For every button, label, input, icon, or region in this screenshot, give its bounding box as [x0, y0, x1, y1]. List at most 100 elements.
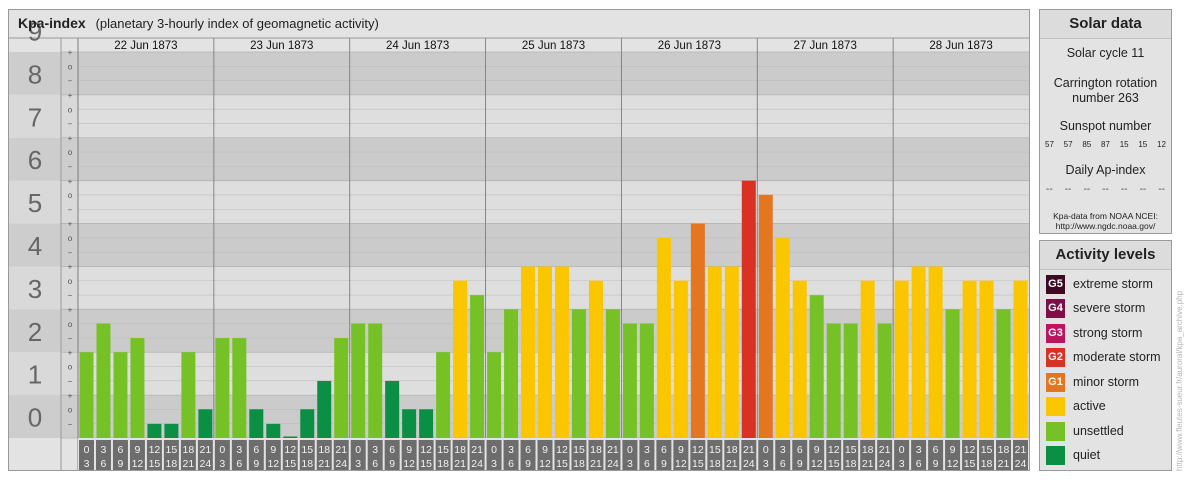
interval-cell: [843, 440, 859, 470]
interval-start-label: 21: [879, 444, 891, 456]
interval-cell: [605, 440, 621, 470]
kp-bar: [351, 323, 366, 438]
y-subtick-label: −: [68, 377, 73, 386]
level-label: extreme storm: [1073, 277, 1153, 291]
ap-value: --: [1046, 184, 1053, 195]
sunspot-value: 12: [1157, 140, 1166, 149]
interval-start-label: 15: [301, 444, 313, 456]
sunspot-values: 57 57 85 87 15 15 12: [1040, 140, 1171, 149]
level-item-active: active: [1046, 396, 1106, 416]
kp-bar: [385, 380, 400, 438]
carrington-line2: number 263: [1072, 91, 1139, 105]
interval-cell: [146, 440, 162, 470]
kp-bar: [996, 309, 1011, 438]
y-band-label-area: [9, 137, 78, 181]
interval-start-label: 21: [335, 444, 347, 456]
interval-cell: [214, 440, 230, 470]
activity-levels-panel: Activity levels G5 extreme storm G4 seve…: [1039, 240, 1172, 471]
date-header-strip: [78, 38, 1029, 52]
interval-start-label: 9: [678, 444, 684, 456]
kp-bar: [79, 352, 94, 438]
interval-start-label: 18: [318, 444, 330, 456]
interval-start-label: 12: [556, 444, 568, 456]
interval-end-label: 6: [644, 458, 650, 470]
kp-bar: [911, 266, 926, 438]
y-subtick-label: o: [68, 320, 73, 329]
level-label: moderate storm: [1073, 350, 1161, 364]
interval-end-label: 18: [166, 458, 178, 470]
kp-bar: [792, 280, 807, 438]
sunspot-value: 15: [1119, 140, 1129, 149]
y-band-label-area: [9, 52, 78, 95]
kp-bar: [775, 237, 790, 438]
interval-end-label: 6: [508, 458, 514, 470]
interval-start-label: 6: [118, 444, 124, 456]
level-swatch: G4: [1046, 298, 1065, 318]
level-item-moderate-storm: G2 moderate storm: [1046, 347, 1161, 367]
y-subtick-label: o: [68, 234, 73, 243]
level-swatch: G2: [1046, 347, 1065, 367]
ap-value: --: [1139, 184, 1147, 195]
interval-end-label: 24: [879, 458, 891, 470]
interval-cell: [469, 440, 485, 470]
level-label: unsettled: [1073, 424, 1124, 438]
y-band-label-area: [9, 309, 78, 353]
interval-start-label: 0: [84, 444, 90, 456]
kp-bar: [113, 352, 128, 438]
kp-bar: [181, 352, 196, 438]
interval-cell: [928, 440, 944, 470]
interval-cell: [622, 440, 638, 470]
kp-bar: [130, 338, 145, 438]
interval-cell: [588, 440, 604, 470]
kp-bar: [741, 180, 756, 438]
credit-url: http://www.fleutes-sueur.fr/auroral/kpa_…: [1175, 290, 1184, 471]
y-subtick-label: −: [68, 77, 73, 86]
kp-bar: [877, 323, 892, 438]
interval-end-label: 18: [301, 458, 313, 470]
data-source-link[interactable]: http://www.ngdc.noaa.gov/: [1055, 221, 1156, 231]
ap-value: --: [1102, 184, 1109, 195]
interval-start-label: 12: [284, 444, 296, 456]
kp-bar: [249, 409, 264, 438]
interval-end-label: 15: [420, 458, 432, 470]
interval-end-label: 21: [726, 458, 738, 470]
interval-end-label: 3: [763, 458, 769, 470]
interval-start-label: 12: [964, 444, 976, 456]
chart-title-main: Kpa-index: [18, 15, 86, 31]
interval-cell: [775, 440, 791, 470]
interval-start-label: 3: [780, 444, 786, 456]
y-subtick-label: −: [68, 248, 73, 257]
day-label: 24 Jun 1873: [386, 40, 449, 52]
interval-end-label: 6: [780, 458, 786, 470]
sunspot-value: 15: [1138, 140, 1148, 149]
y-tick-label: 0: [28, 403, 42, 433]
y-band-label-area: [9, 94, 78, 138]
kp-bar: [555, 266, 569, 438]
kp-bar: [639, 323, 654, 438]
kp-bar: [843, 323, 858, 438]
kp-bar: [487, 352, 502, 438]
kp-bar: [521, 266, 536, 438]
level-item-extreme-storm: G5 extreme storm: [1046, 274, 1153, 294]
kp-bar: [928, 266, 943, 438]
interval-start-label: 9: [270, 444, 276, 456]
sunspot-value: 57: [1045, 140, 1054, 149]
interval-start-label: 9: [814, 444, 820, 456]
kp-bar: [215, 338, 230, 438]
interval-end-label: 15: [692, 458, 704, 470]
ap-values: -- -- -- -- -- -- --: [1040, 184, 1171, 195]
y-subtick-label: +: [68, 348, 73, 357]
interval-start-label: 0: [219, 444, 225, 456]
interval-end-label: 18: [437, 458, 449, 470]
level-label: minor storm: [1073, 375, 1139, 389]
interval-start-label: 3: [644, 444, 650, 456]
interval-cell: [316, 440, 332, 470]
level-label: strong storm: [1073, 326, 1143, 340]
interval-end-label: 6: [916, 458, 922, 470]
y-band-label-area: [9, 266, 78, 310]
kp-bar: [164, 423, 179, 438]
interval-start-label: 0: [355, 444, 361, 456]
kp-bar: [860, 280, 875, 438]
interval-start-label: 3: [372, 444, 378, 456]
level-swatch: G1: [1046, 372, 1065, 392]
